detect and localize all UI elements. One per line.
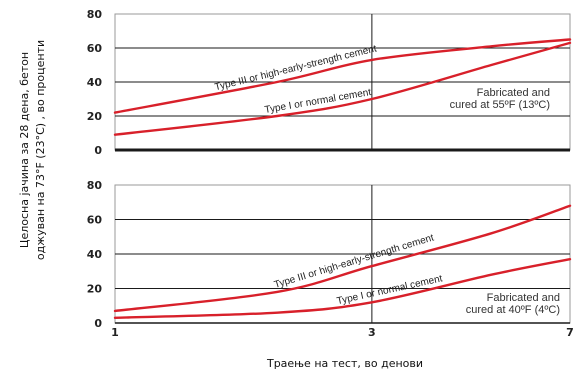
annotation-bottom-1: cured at 40ºF (4ºC) [466,304,560,316]
series-line-bottom-1 [113,257,572,320]
x-tick-label-bottom: 1 [111,326,119,339]
annotation-top-1: cured at 55ºF (13ºC) [450,99,550,111]
y-axis-title-line-1: Целосна јачина за 28 дена, бетон [18,52,31,248]
series-line-top-0 [113,38,572,114]
y-tick-label-bottom: 60 [87,214,103,227]
x-axis-title: Траење на тест, во денови [266,357,423,370]
x-tick-label-bottom: 7 [566,326,574,339]
y-axis-title-line-2: оджуван на 73°F (23°C) , во проценти [34,40,47,260]
y-tick-label-top: 0 [94,144,102,157]
top-panel: 0 20 40 60 80 Type III or high-early-strength… [87,8,572,157]
annotation-bottom-0: Fabricated and [487,292,560,304]
series-label-top-0: Type III or high-early-strength cement [214,43,378,93]
series-line-bottom-0 [113,204,572,313]
y-tick-label-top: 20 [87,110,103,123]
y-axis-title: Целосна јачина за 28 дена, бетон оджуван… [18,40,47,260]
y-tick-label-top: 60 [87,42,103,55]
y-tick-label-top: 80 [87,8,103,21]
series-line-top-1 [113,41,572,136]
y-tick-label-bottom: 0 [94,317,102,330]
y-tick-label-top: 40 [87,76,103,89]
y-tick-label-bottom: 20 [87,283,103,296]
x-tick-label-bottom: 3 [368,326,376,339]
y-tick-label-bottom: 80 [87,179,103,192]
y-tick-label-bottom: 40 [87,248,103,261]
annotation-top-0: Fabricated and [477,87,550,99]
